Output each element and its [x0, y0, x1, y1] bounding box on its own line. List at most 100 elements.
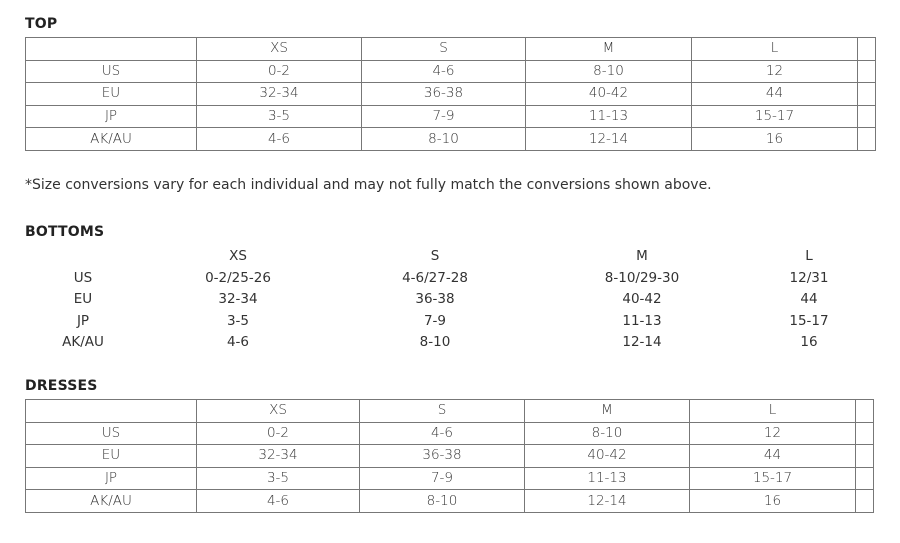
region-label: AK/AU [25, 489, 197, 513]
size-cell: 36-38 [359, 444, 525, 468]
size-cell: 7-9 [359, 466, 525, 491]
table-row: JP 3-5 7-9 11-13 15-17 [0, 311, 900, 333]
size-cell: 11-13 [524, 466, 690, 491]
region-label: JP [76, 312, 90, 329]
size-cell: 44 [800, 291, 818, 308]
size-cell: 4-6 [359, 421, 525, 446]
region-label: US [25, 59, 197, 84]
size-cell: 4-6 [226, 334, 250, 351]
size-cell: 4-6 [196, 127, 362, 151]
size-cell: 3-5 [226, 312, 250, 329]
table-row: AK/AU 4-6 8-10 12-14 16 [25, 489, 874, 513]
size-cell: 44 [689, 444, 856, 468]
header-cell: M [636, 248, 648, 264]
header-cell: L [805, 248, 813, 264]
table-row: EU 32-34 36-38 40-42 44 [0, 289, 900, 311]
size-cell: 12-14 [524, 489, 690, 513]
region-label: JP [25, 104, 197, 129]
header-cell: XS [196, 37, 362, 61]
size-cell: 8-10 [525, 59, 692, 84]
table-row: JP 3-5 7-9 11-13 15-17 [25, 466, 874, 491]
size-cell: 12 [691, 59, 858, 84]
table-row: US 0-2/25-26 4-6/27-28 8-10/29-30 12/31 [0, 268, 900, 290]
top-size-table: XS S M L US 0-2 4-6 8-10 12 EU 32-34 36-38 40-42 44 JP… [25, 37, 876, 151]
size-cell: 15-17 [691, 104, 858, 129]
size-cell: 0-2 [196, 421, 360, 446]
size-cell [857, 104, 876, 129]
header-cell [25, 399, 197, 423]
header-cell: M [525, 37, 692, 61]
size-cell [855, 466, 874, 491]
region-label: US [73, 269, 93, 286]
size-cell [855, 444, 874, 468]
size-cell: 12/31 [789, 269, 829, 286]
header-cell: M [524, 399, 690, 423]
size-cell: 4-6 [361, 59, 526, 84]
bottoms-size-table: XS S M L US 0-2/25-26 4-6/27-28 8-10/29-30 12/31… [0, 246, 900, 354]
region-label: EU [25, 444, 197, 468]
table-row: AK/AU 4-6 8-10 12-14 16 [25, 127, 876, 151]
table-row: EU 32-34 36-38 40-42 44 [25, 444, 874, 468]
size-cell: 11-13 [622, 312, 662, 329]
region-label: AK/AU [25, 127, 197, 151]
top-section-title: TOP [25, 16, 58, 32]
bottoms-section-title: BOTTOMS [25, 224, 105, 240]
size-cell: 8-10/29-30 [604, 269, 680, 286]
header-cell: L [691, 37, 858, 61]
size-cell: 16 [691, 127, 858, 151]
size-cell: 40-42 [622, 291, 662, 308]
size-cell: 0-2 [196, 59, 362, 84]
header-cell: XS [196, 399, 360, 423]
size-cell: 8-10 [361, 127, 526, 151]
size-cell [855, 489, 874, 513]
table-row: JP 3-5 7-9 11-13 15-17 [25, 104, 876, 129]
table-row: US 0-2 4-6 8-10 12 [25, 421, 874, 446]
size-cell: 12-14 [525, 127, 692, 151]
header-cell: S [430, 248, 440, 264]
size-cell: 8-10 [419, 334, 451, 351]
header-cell [855, 399, 874, 423]
size-cell [857, 59, 876, 84]
region-label: JP [25, 466, 197, 491]
table-row: EU 32-34 36-38 40-42 44 [25, 82, 876, 106]
header-row: XS S M L [25, 37, 876, 61]
size-cell: 4-6/27-28 [402, 269, 468, 286]
size-cell: 8-10 [524, 421, 690, 446]
header-row: XS S M L [25, 399, 874, 423]
header-cell: XS [229, 248, 247, 264]
header-cell: S [361, 37, 526, 61]
size-cell: 7-9 [361, 104, 526, 129]
table-row: AK/AU 4-6 8-10 12-14 16 [0, 332, 900, 354]
size-cell: 15-17 [789, 312, 829, 329]
size-cell [857, 82, 876, 106]
size-conversion-note: *Size conversions vary for each individu… [25, 177, 712, 193]
dresses-section-title: DRESSES [25, 378, 98, 394]
size-cell: 16 [689, 489, 856, 513]
region-label: EU [25, 82, 197, 106]
size-cell: 12 [689, 421, 856, 446]
size-cell [855, 421, 874, 446]
size-cell: 36-38 [361, 82, 526, 106]
size-cell: 7-9 [423, 312, 447, 329]
region-label: AK/AU [62, 334, 104, 351]
size-cell: 40-42 [524, 444, 690, 468]
size-cell: 32-34 [218, 291, 258, 308]
size-cell: 11-13 [525, 104, 692, 129]
size-cell: 32-34 [196, 82, 362, 106]
size-cell: 16 [800, 334, 818, 351]
table-row: US 0-2 4-6 8-10 12 [25, 59, 876, 84]
header-cell: S [359, 399, 525, 423]
size-cell: 3-5 [196, 466, 360, 491]
size-cell: 0-2/25-26 [205, 269, 271, 286]
size-cell: 3-5 [196, 104, 362, 129]
size-cell: 32-34 [196, 444, 360, 468]
header-cell [25, 37, 197, 61]
size-cell: 8-10 [359, 489, 525, 513]
region-label: EU [73, 291, 93, 308]
region-label: US [25, 421, 197, 446]
dresses-size-table: XS S M L US 0-2 4-6 8-10 12 EU 32-34 36-38 40-42 44 JP… [25, 399, 874, 513]
size-cell: 15-17 [689, 466, 856, 491]
size-cell: 12-14 [622, 334, 662, 351]
header-row: XS S M L [0, 246, 900, 268]
size-cell: 40-42 [525, 82, 692, 106]
